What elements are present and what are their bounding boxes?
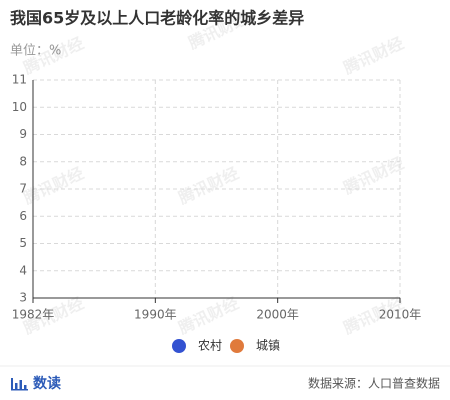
- legend-label: 农村: [198, 339, 222, 353]
- legend-marker: [230, 339, 244, 353]
- x-tick-label: 2010年: [379, 308, 422, 322]
- brand-icon: [11, 378, 28, 391]
- y-tick-label: 3: [19, 291, 27, 305]
- watermark: 腾讯财经: [176, 293, 242, 337]
- y-tick-label: 4: [19, 263, 27, 277]
- y-tick-label: 10: [12, 100, 27, 114]
- y-tick-label: 7: [19, 182, 27, 196]
- legend-marker: [172, 339, 186, 353]
- x-tick-label: 1990年: [134, 308, 177, 322]
- watermark: 腾讯财经: [341, 153, 407, 197]
- y-tick-label: 11: [12, 73, 27, 87]
- y-tick-label: 8: [19, 154, 27, 168]
- y-tick-label: 9: [19, 127, 27, 141]
- legend-label: 城镇: [256, 339, 280, 353]
- chart-title: 我国65岁及以上人口老龄化率的城乡差异: [10, 9, 304, 28]
- chart-subtitle: 单位：%: [10, 44, 61, 59]
- watermark: 腾讯财经: [341, 33, 407, 77]
- brand: 数读: [33, 375, 61, 392]
- watermark: 腾讯财经: [21, 163, 87, 207]
- y-tick-label: 6: [19, 209, 27, 223]
- x-tick-label: 2000年: [256, 308, 299, 322]
- watermark: 腾讯财经: [176, 163, 242, 207]
- watermark: 腾讯财经: [21, 33, 87, 77]
- y-tick-label: 5: [19, 236, 27, 250]
- x-tick-label: 1982年: [12, 308, 55, 322]
- source: 数据来源：人口普查数据: [308, 376, 440, 391]
